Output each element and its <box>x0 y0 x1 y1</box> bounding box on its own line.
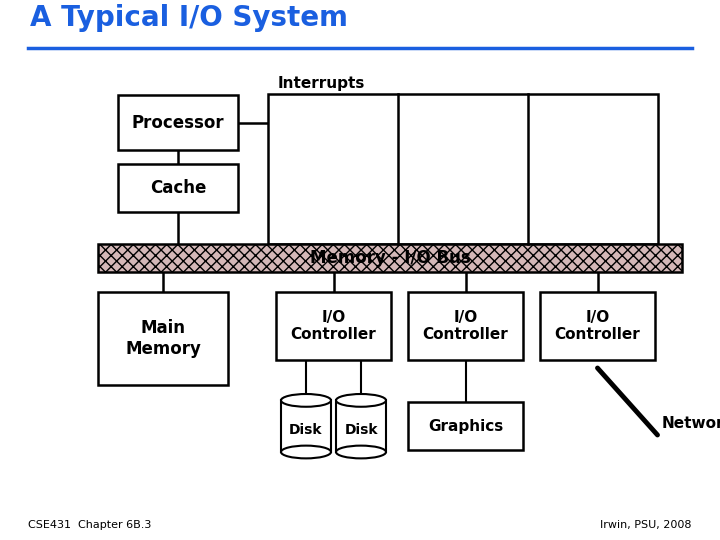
Ellipse shape <box>336 446 386 458</box>
Text: Graphics: Graphics <box>428 418 503 434</box>
Text: A Typical I/O System: A Typical I/O System <box>30 4 348 32</box>
Text: I/O
Controller: I/O Controller <box>423 310 508 342</box>
Text: Interrupts: Interrupts <box>278 76 365 91</box>
Text: Main
Memory: Main Memory <box>125 319 201 358</box>
FancyBboxPatch shape <box>540 292 655 360</box>
Ellipse shape <box>336 394 386 407</box>
Ellipse shape <box>281 446 331 458</box>
FancyBboxPatch shape <box>276 292 391 360</box>
FancyBboxPatch shape <box>281 400 331 452</box>
FancyBboxPatch shape <box>98 292 228 385</box>
FancyBboxPatch shape <box>268 94 658 244</box>
Text: I/O
Controller: I/O Controller <box>291 310 377 342</box>
Text: I/O
Controller: I/O Controller <box>554 310 640 342</box>
FancyBboxPatch shape <box>98 244 682 272</box>
Text: Memory - I/O Bus: Memory - I/O Bus <box>310 249 470 267</box>
Text: Disk: Disk <box>344 423 378 437</box>
FancyBboxPatch shape <box>408 292 523 360</box>
Text: Disk: Disk <box>289 423 323 437</box>
FancyBboxPatch shape <box>336 400 386 452</box>
Text: Network: Network <box>662 415 720 430</box>
FancyBboxPatch shape <box>118 95 238 150</box>
Ellipse shape <box>281 394 331 407</box>
FancyBboxPatch shape <box>408 402 523 450</box>
Text: Cache: Cache <box>150 179 206 197</box>
Text: Irwin, PSU, 2008: Irwin, PSU, 2008 <box>600 520 692 530</box>
FancyBboxPatch shape <box>118 164 238 212</box>
Text: CSE431  Chapter 6B.3: CSE431 Chapter 6B.3 <box>28 520 151 530</box>
Text: Processor: Processor <box>132 113 225 132</box>
